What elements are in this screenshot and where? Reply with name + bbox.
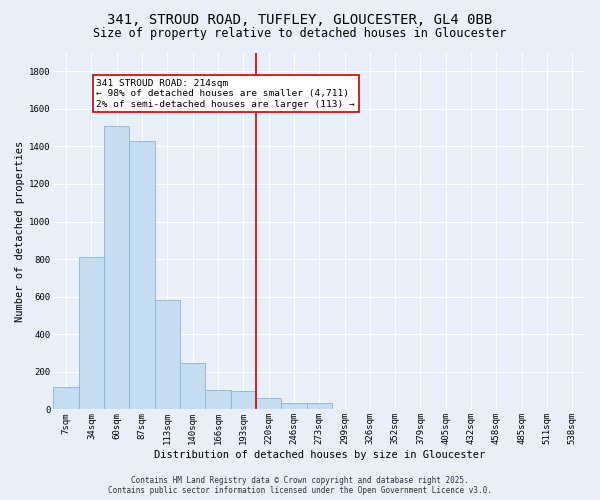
Bar xyxy=(230,390,256,409)
X-axis label: Distribution of detached houses by size in Gloucester: Distribution of detached houses by size … xyxy=(154,450,485,460)
Bar xyxy=(79,258,104,410)
Y-axis label: Number of detached properties: Number of detached properties xyxy=(15,140,25,322)
Bar xyxy=(281,403,307,409)
Text: 341, STROUD ROAD, TUFFLEY, GLOUCESTER, GL4 0BB: 341, STROUD ROAD, TUFFLEY, GLOUCESTER, G… xyxy=(107,12,493,26)
Bar xyxy=(180,364,205,410)
Bar xyxy=(205,390,230,409)
Bar xyxy=(130,141,155,409)
Text: Size of property relative to detached houses in Gloucester: Size of property relative to detached ho… xyxy=(94,28,506,40)
Bar xyxy=(256,398,281,409)
Text: Contains HM Land Registry data © Crown copyright and database right 2025.
Contai: Contains HM Land Registry data © Crown c… xyxy=(108,476,492,495)
Bar xyxy=(53,387,79,409)
Bar xyxy=(155,300,180,410)
Text: 341 STROUD ROAD: 214sqm
← 98% of detached houses are smaller (4,711)
2% of semi-: 341 STROUD ROAD: 214sqm ← 98% of detache… xyxy=(97,79,355,108)
Bar xyxy=(307,403,332,409)
Bar xyxy=(104,126,130,410)
